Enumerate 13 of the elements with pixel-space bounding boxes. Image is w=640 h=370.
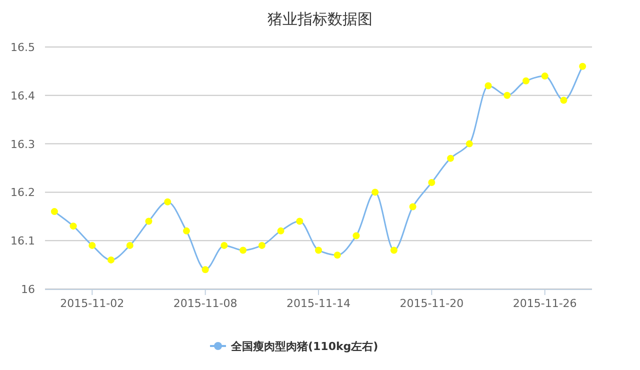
x-tick-label: 2015-11-14: [286, 297, 350, 310]
x-tick-label: 2015-11-02: [60, 297, 124, 310]
x-tick-label: 2015-11-26: [512, 297, 577, 310]
y-tick-label: 16.1: [10, 234, 35, 248]
y-tick-label: 16.4: [10, 89, 35, 102]
chart-title: 猪业指标数据图: [268, 10, 372, 28]
y-tick-label: 16.5: [10, 41, 35, 54]
y-tick-label: 16.2: [10, 186, 35, 200]
legend-label: 全国瘦肉型肉猪(110kg左右): [230, 340, 378, 353]
x-tick-label: 2015-11-08: [173, 297, 238, 310]
y-tick-label: 16: [21, 283, 35, 296]
y-tick-label: 16.3: [10, 138, 35, 151]
x-tick-label: 2015-11-20: [400, 297, 464, 310]
